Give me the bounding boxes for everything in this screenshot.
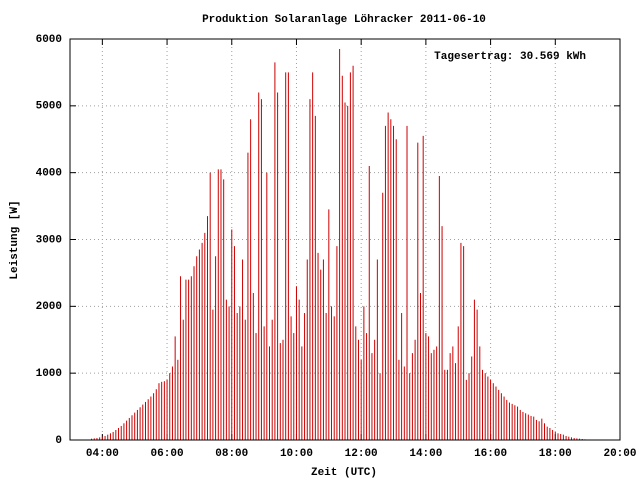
y-tick-label: 1000 xyxy=(36,368,62,380)
plot-border xyxy=(69,38,621,441)
y-tick-label: 4000 xyxy=(36,168,62,180)
x-tick-label: 04:00 xyxy=(86,448,119,460)
y-tick-label: 2000 xyxy=(36,301,62,313)
x-tick-label: 20:00 xyxy=(603,448,636,460)
y-axis-label: Leistung [W] xyxy=(9,200,21,279)
x-axis-label: Zeit (UTC) xyxy=(311,467,377,479)
x-tick-label: 12:00 xyxy=(345,448,378,460)
y-tick-label: 3000 xyxy=(36,234,62,246)
y-tick-label: 6000 xyxy=(36,34,62,46)
x-tick-label: 16:00 xyxy=(474,448,507,460)
x-tick-label: 14:00 xyxy=(409,448,442,460)
x-tick-label: 08:00 xyxy=(215,448,248,460)
x-tick-label: 10:00 xyxy=(280,448,313,460)
y-tick-label: 5000 xyxy=(36,101,62,113)
y-tick-label: 0 xyxy=(55,435,62,447)
x-tick-label: 18:00 xyxy=(539,448,572,460)
chart-title: Produktion Solaranlage Löhracker 2011-06… xyxy=(202,14,486,26)
annotation: Tagesertrag: 30.569 kWh xyxy=(434,51,586,63)
x-tick-label: 06:00 xyxy=(151,448,184,460)
